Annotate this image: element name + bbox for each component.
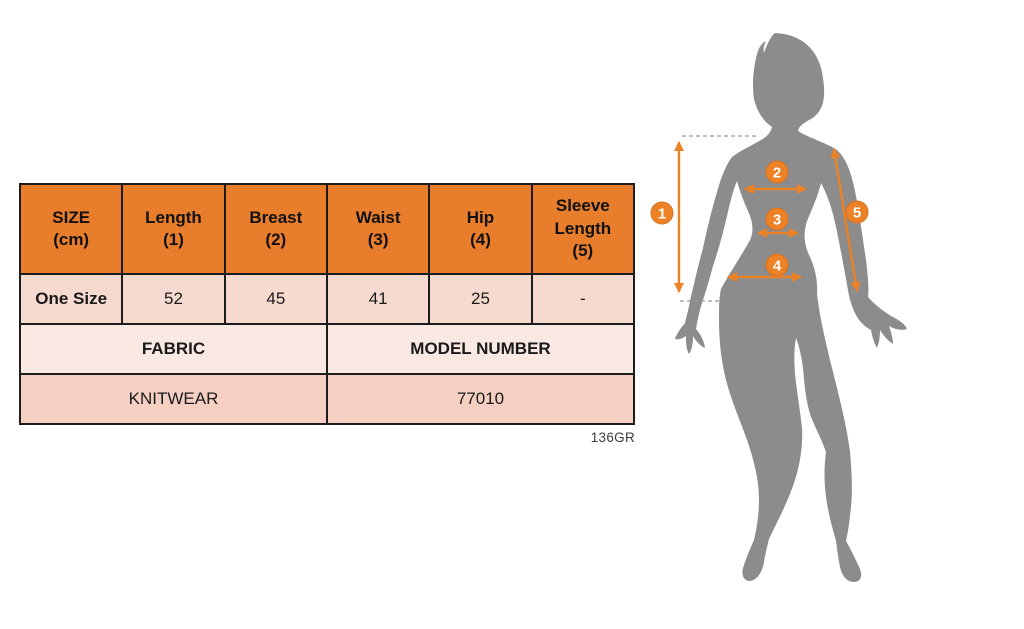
measure-badge-1-label: 1 xyxy=(658,206,666,223)
table-header-row: SIZE (cm) Length (1) Breast (2) Waist (3… xyxy=(18,183,636,275)
table-row: KNITWEAR 77010 xyxy=(19,373,636,425)
hip-value: 25 xyxy=(428,273,533,325)
sleeve-arrow xyxy=(830,148,861,292)
model-number-value: 77010 xyxy=(325,373,636,425)
measure-badge-1: 1 xyxy=(650,201,674,225)
header-breast: Breast (2) xyxy=(223,183,328,275)
measure-badge-4-label: 4 xyxy=(773,258,782,275)
model-number-label: MODEL NUMBER xyxy=(325,323,636,375)
breast-value: 45 xyxy=(223,273,328,325)
fabric-label: FABRIC xyxy=(19,323,328,375)
fabric-value: KNITWEAR xyxy=(19,373,328,425)
measure-badge-3-label: 3 xyxy=(773,212,781,229)
length-value: 52 xyxy=(121,273,226,325)
measure-badge-2: 2 xyxy=(765,160,789,184)
measure-badge-3: 3 xyxy=(765,207,789,231)
header-hip: Hip (4) xyxy=(428,183,533,275)
header-waist: Waist (3) xyxy=(325,183,431,275)
measure-badge-2-label: 2 xyxy=(773,165,781,182)
table-row: FABRIC MODEL NUMBER xyxy=(19,323,636,375)
measure-badge-5-label: 5 xyxy=(853,205,861,222)
header-sleeve-length: Sleeve Length (5) xyxy=(530,183,636,275)
sleeve-length-value: - xyxy=(530,273,636,325)
header-size: SIZE (cm) xyxy=(18,183,124,275)
weight-note: 136GR xyxy=(590,430,635,445)
header-length: Length (1) xyxy=(121,183,226,275)
female-silhouette xyxy=(675,33,907,582)
table-row: One Size 52 45 41 25 - xyxy=(18,273,636,325)
size-chart-table: SIZE (cm) Length (1) Breast (2) Waist (3… xyxy=(18,183,636,425)
measure-badge-4: 4 xyxy=(765,253,789,277)
size-value: One Size xyxy=(18,273,124,325)
waist-value: 41 xyxy=(325,273,431,325)
measure-badge-5: 5 xyxy=(845,200,869,224)
